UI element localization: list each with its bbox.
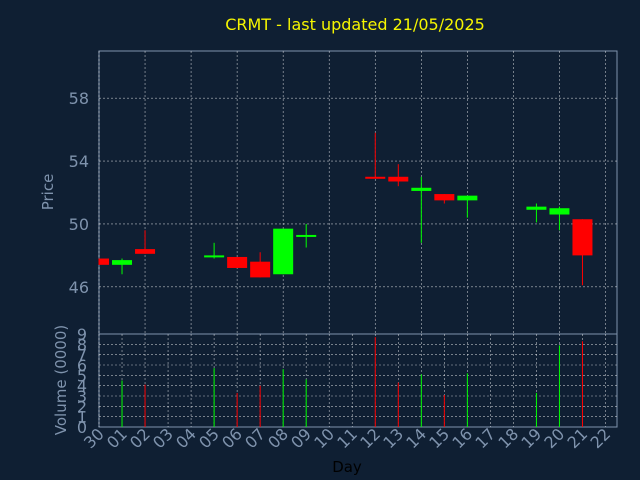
volume-tick-label: 1 [77,408,87,427]
volume-axis-label: Volume (0000) [52,325,70,435]
price-tick-label: 58 [69,89,89,108]
candle-body [204,255,225,258]
candle-body [365,176,386,179]
candle-body [99,258,109,265]
price-axis-label: Price [39,174,57,211]
candle-body [457,195,478,201]
volume-tick-label: 5 [77,366,87,385]
candle-body [296,234,317,237]
candle-body [273,228,294,275]
candle-body [388,176,409,182]
candle-body [411,187,432,191]
candle-body [250,261,271,278]
price-tick-label: 46 [69,278,89,297]
volume-tick-label: 9 [77,325,87,344]
chart-title: CRMT - last updated 21/05/2025 [225,15,485,34]
candle-body [112,260,133,265]
volume-tick-label: 0 [77,418,87,437]
price-plot-frame [98,50,618,335]
price-tick-label: 50 [69,215,89,234]
candle-body [434,194,455,201]
volume-tick-label: 3 [77,387,87,406]
candle-body [526,206,547,210]
candle-body [549,208,570,215]
candle-body [572,219,593,256]
volume-plot-frame [98,333,618,428]
x-axis-label: Day [332,458,362,476]
volume-tick-label: 4 [77,377,87,396]
volume-panel: 0123456789300102030405060708091011121314… [77,325,618,452]
candle-body [135,249,156,254]
x-tick-label: 22 [586,424,614,452]
price-tick-label: 54 [69,152,89,171]
volume-tick-label: 8 [77,335,87,354]
volume-tick-label: 7 [77,346,87,365]
volume-tick-label: 2 [77,397,87,416]
price-panel: 46 50 54 58 [69,50,618,335]
candle-body [227,256,248,268]
volume-tick-label: 6 [77,356,87,375]
